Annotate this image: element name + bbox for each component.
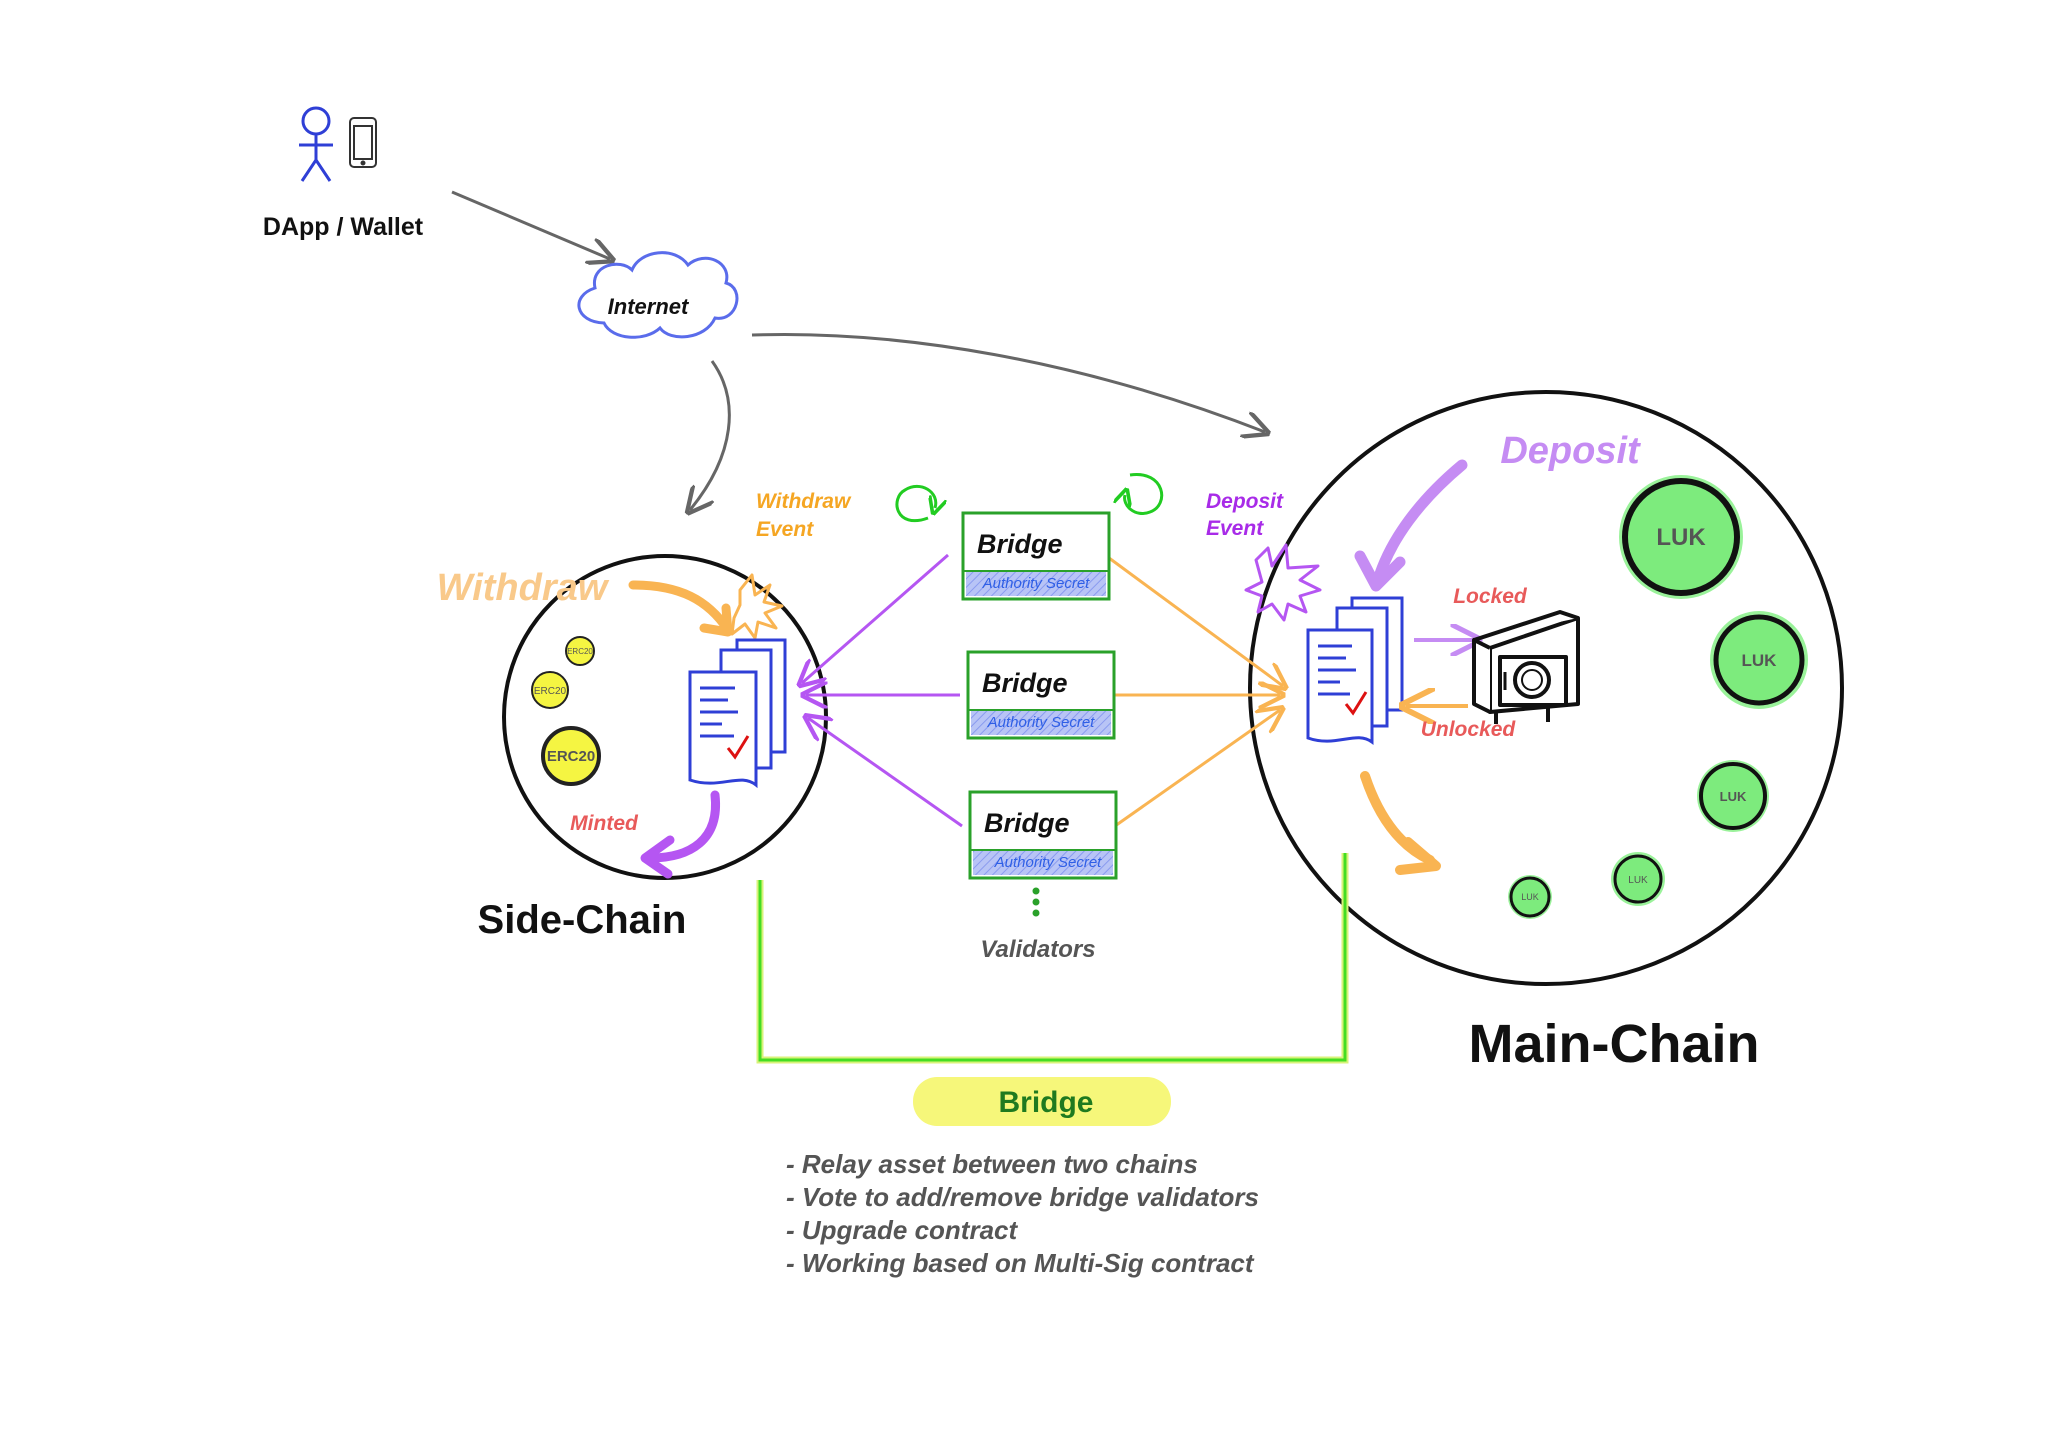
luk-token-4: [1613, 854, 1663, 904]
arrow-internet-to-sidechain: [690, 360, 731, 510]
bridge-label: Bridge: [998, 1086, 1093, 1119]
erc20-token-large: [541, 726, 601, 786]
bridge-note-item: - Working based on Multi-Sig contract: [786, 1248, 1254, 1278]
side-contract-documents-icon: [688, 638, 787, 789]
deposit-event-burst-icon: [1244, 543, 1322, 622]
luk-token-3-label: LUK: [1720, 789, 1747, 804]
validator-node-1: [961, 511, 1111, 601]
arrow-validator-3-to-main: [1114, 710, 1280, 828]
withdraw-event-line2: Event: [756, 518, 814, 541]
main-check-icon: [1344, 691, 1368, 716]
deposit-arrow: [1372, 459, 1468, 586]
bridge-note-item: - Vote to add/remove bridge validators: [786, 1182, 1259, 1212]
side-check-icon: [726, 735, 750, 760]
person-icon: [299, 106, 333, 182]
luk-token-5: [1509, 876, 1551, 918]
withdraw-event-line1: Withdraw: [756, 490, 852, 513]
more-validators-ellipsis-icon: [1032, 887, 1040, 917]
luk-token-5-label: LUK: [1521, 892, 1539, 902]
arrow-internet-to-mainchain: [751, 332, 1265, 432]
validator-node-2: [966, 650, 1116, 740]
luk-token-2: [1713, 614, 1805, 706]
validator-node-1-title: Bridge: [977, 529, 1063, 559]
side-chain-title: Side-Chain: [478, 898, 687, 942]
withdraw-arrow: [628, 580, 733, 635]
main-chain-circle: [1248, 390, 1844, 986]
validator-node-1-secret: Authority Secret: [982, 575, 1091, 592]
bridge-bracket: [758, 853, 1347, 1062]
rotate-left-icon: [895, 484, 936, 522]
validator-node-2-secret: Authority Secret: [987, 714, 1096, 731]
withdraw-event-burst-icon: [730, 573, 784, 640]
erc20-token-large-label: ERC20: [547, 748, 595, 765]
phone-icon: [349, 117, 377, 168]
validator-node-3-secret: Authority Secret: [994, 854, 1103, 871]
luk-token-3: [1699, 762, 1767, 830]
minted-arrowhead: [640, 835, 675, 879]
release-arrowhead: [1395, 837, 1441, 875]
minted-arrow: [645, 790, 721, 863]
deposit-event-line1: Deposit: [1206, 490, 1284, 513]
deposit-event-line2: Event: [1206, 517, 1264, 540]
arrow-validator-3-to-side: [808, 718, 963, 828]
bridge-pill: [913, 1077, 1171, 1126]
luk-token-2-label: LUK: [1742, 651, 1778, 670]
locked-label: Locked: [1453, 585, 1528, 608]
validators-label: Validators: [980, 936, 1095, 963]
erc20-token-medium: [531, 671, 569, 709]
luk-token-4-label: LUK: [1628, 875, 1648, 886]
validator-node-3: [968, 790, 1118, 880]
unlocked-label: Unlocked: [1421, 718, 1517, 741]
deposit-arrowhead: [1354, 550, 1406, 592]
safe-vault-icon: [1472, 610, 1580, 724]
erc20-token-medium-label: ERC20: [534, 686, 567, 697]
withdraw-arrowhead: [699, 603, 733, 637]
luk-token-1-label: LUK: [1656, 524, 1706, 551]
erc20-token-small-label: ERC20: [567, 647, 593, 656]
erc20-token-small: [565, 636, 595, 666]
cloud-icon: [577, 251, 739, 339]
main-contract-documents-icon: [1306, 596, 1404, 745]
arrow-client-to-internet: [451, 190, 610, 259]
main-chain-title: Main-Chain: [1469, 1014, 1760, 1074]
arrow-validator-1-to-side: [802, 553, 949, 683]
deposit-label: Deposit: [1500, 430, 1641, 472]
withdraw-label: Withdraw: [437, 567, 610, 609]
minted-label: Minted: [570, 812, 639, 835]
bridge-note-item: - Relay asset between two chains: [786, 1149, 1198, 1179]
client-label: DApp / Wallet: [263, 213, 424, 241]
arrow-validator-1-to-main: [1104, 553, 1283, 686]
rotate-right-icon: [1125, 473, 1164, 515]
bridge-note-item: - Upgrade contract: [786, 1215, 1018, 1245]
validator-node-3-title: Bridge: [984, 808, 1070, 838]
luk-token-1: [1622, 478, 1740, 596]
internet-label: Internet: [608, 294, 690, 319]
validator-node-2-title: Bridge: [982, 668, 1068, 698]
bridge-notes-list: - Relay asset between two chains - Vote …: [786, 1148, 1259, 1280]
